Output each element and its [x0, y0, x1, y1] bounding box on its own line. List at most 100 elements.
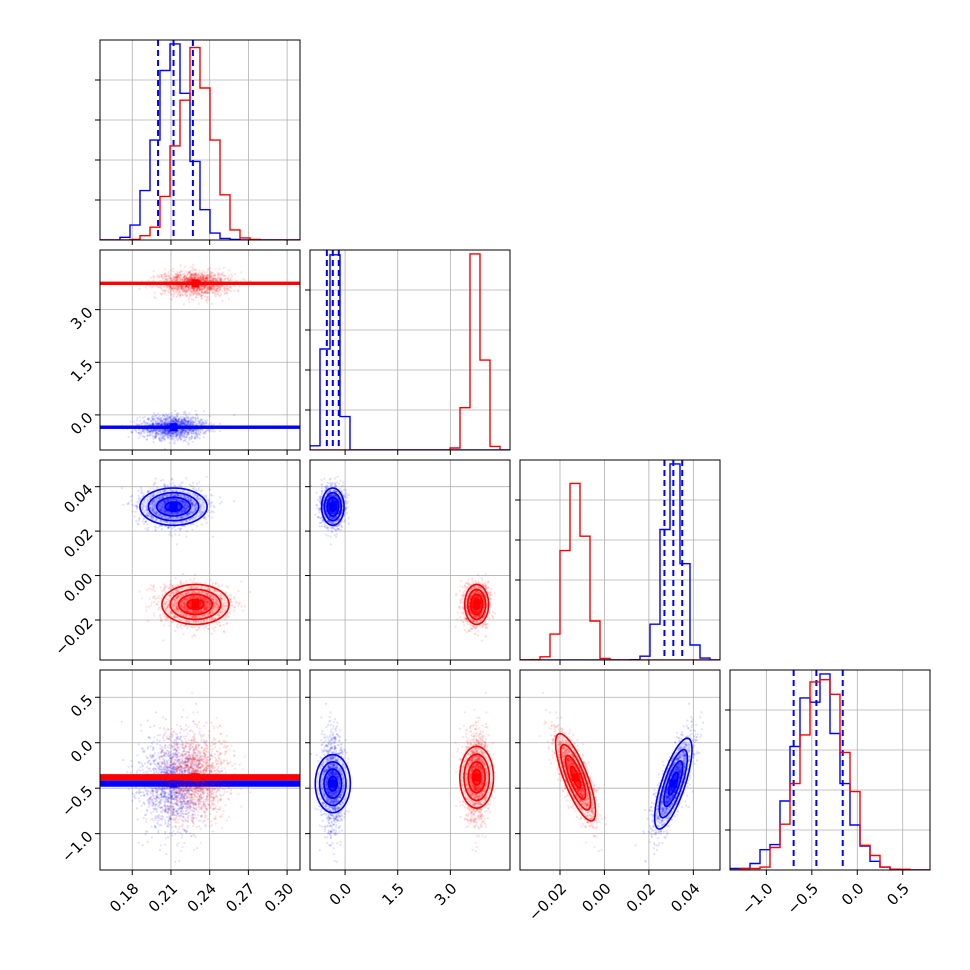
- sample-point: [162, 478, 165, 481]
- sample-point: [196, 289, 199, 292]
- sample-point: [192, 288, 195, 292]
- sample-point: [197, 277, 200, 280]
- sample-point: [185, 294, 188, 297]
- sample-point: [200, 278, 203, 282]
- sample-point: [162, 421, 165, 424]
- sample-point: [184, 285, 187, 288]
- sample-point: [208, 276, 211, 279]
- sample-point: [154, 414, 157, 417]
- sample-point: [201, 273, 204, 276]
- sample-point: [161, 428, 164, 431]
- sample-point: [179, 433, 182, 436]
- sample-point: [204, 274, 207, 277]
- sample-point: [202, 276, 205, 279]
- sample-point: [141, 429, 144, 432]
- sample-point: [179, 422, 182, 425]
- sample-point: [153, 600, 156, 604]
- sample-point: [194, 274, 197, 277]
- sample-point: [206, 275, 210, 278]
- sample-point: [165, 414, 168, 417]
- sample-point: [152, 596, 155, 600]
- sample-point: [201, 287, 204, 290]
- sample-point: [167, 422, 170, 425]
- sample-point: [164, 433, 167, 436]
- sample-point: [182, 289, 185, 292]
- sample-point: [174, 431, 177, 434]
- sample-point: [174, 430, 177, 433]
- sample-point: [202, 423, 205, 426]
- sample-point: [185, 287, 188, 291]
- sample-point: [175, 419, 178, 422]
- sample-point: [154, 526, 157, 529]
- sample-point: [176, 278, 179, 281]
- sample-point: [204, 277, 207, 280]
- sample-point: [170, 436, 173, 439]
- sample-point: [203, 410, 206, 413]
- sample-point: [181, 422, 184, 425]
- sample-point: [202, 278, 205, 281]
- sample-point: [204, 291, 207, 294]
- sample-point: [196, 290, 199, 293]
- sample-point: [181, 422, 184, 425]
- sample-point: [181, 420, 184, 423]
- sample-point: [203, 285, 206, 288]
- sample-point: [217, 290, 220, 293]
- sample-point: [216, 286, 219, 289]
- sample-point: [241, 277, 245, 281]
- sample-point: [214, 273, 217, 276]
- sample-point: [194, 273, 198, 276]
- sample-point: [201, 278, 204, 282]
- sample-point: [200, 295, 203, 298]
- sample-point: [171, 432, 174, 435]
- sample-point: [154, 433, 157, 436]
- sample-point: [219, 286, 222, 289]
- sample-point: [172, 417, 175, 420]
- sample-point: [161, 432, 164, 436]
- sample-point: [202, 285, 205, 288]
- sample-point: [151, 423, 154, 426]
- sample-point: [216, 271, 219, 274]
- sample-point: [183, 416, 186, 420]
- sample-point: [206, 277, 210, 280]
- sample-point: [158, 422, 162, 426]
- sample-point: [133, 515, 136, 518]
- sample-point: [181, 481, 184, 484]
- sample-point: [205, 276, 208, 279]
- sample-point: [208, 623, 211, 626]
- sample-point: [174, 272, 177, 275]
- sample-point: [142, 421, 145, 424]
- sample-point: [140, 422, 143, 426]
- sample-point: [214, 279, 217, 282]
- sample-point: [172, 415, 175, 419]
- sample-point: [183, 429, 186, 432]
- sample-point: [155, 432, 159, 435]
- sample-point: [165, 433, 168, 437]
- sample-point: [185, 415, 189, 418]
- sample-point: [162, 432, 165, 435]
- sample-point: [221, 584, 224, 587]
- sample-point: [169, 418, 172, 421]
- sample-point: [191, 428, 195, 431]
- sample-point: [155, 414, 158, 417]
- sample-point: [197, 419, 200, 422]
- sample-point: [200, 275, 203, 278]
- sample-point: [201, 278, 204, 281]
- sample-point: [187, 279, 190, 283]
- sample-point: [174, 287, 177, 290]
- sample-point: [220, 277, 223, 280]
- sample-point: [199, 276, 202, 279]
- sample-point: [223, 287, 226, 290]
- sample-point: [185, 417, 188, 420]
- sample-point: [179, 422, 182, 425]
- sample-point: [193, 289, 197, 292]
- sample-point: [159, 286, 162, 289]
- sample-point: [185, 423, 188, 426]
- sample-point: [176, 275, 179, 279]
- sample-point: [216, 287, 219, 290]
- sample-point: [183, 289, 187, 292]
- sample-point: [183, 274, 186, 277]
- sample-point: [185, 277, 188, 280]
- sample-point: [209, 288, 212, 291]
- sample-point: [205, 286, 209, 289]
